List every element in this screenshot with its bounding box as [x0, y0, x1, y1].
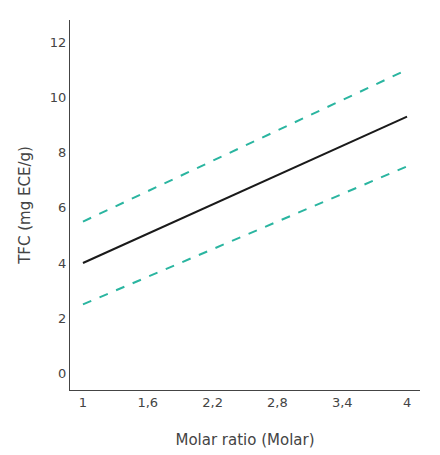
svg-text:4: 4: [403, 395, 411, 410]
svg-text:1: 1: [79, 395, 87, 410]
svg-text:12: 12: [50, 35, 67, 50]
svg-text:8: 8: [58, 145, 66, 160]
svg-text:2,2: 2,2: [202, 395, 223, 410]
svg-text:6: 6: [58, 200, 66, 215]
svg-text:Molar ratio (Molar): Molar ratio (Molar): [175, 431, 314, 449]
svg-text:3,4: 3,4: [332, 395, 353, 410]
svg-text:0: 0: [58, 366, 66, 381]
svg-text:2: 2: [58, 311, 66, 326]
svg-text:TFC (mg ECE/g): TFC (mg ECE/g): [16, 146, 34, 265]
svg-text:2,8: 2,8: [267, 395, 288, 410]
svg-text:10: 10: [50, 90, 67, 105]
svg-text:1,6: 1,6: [137, 395, 158, 410]
svg-text:4: 4: [58, 256, 66, 271]
